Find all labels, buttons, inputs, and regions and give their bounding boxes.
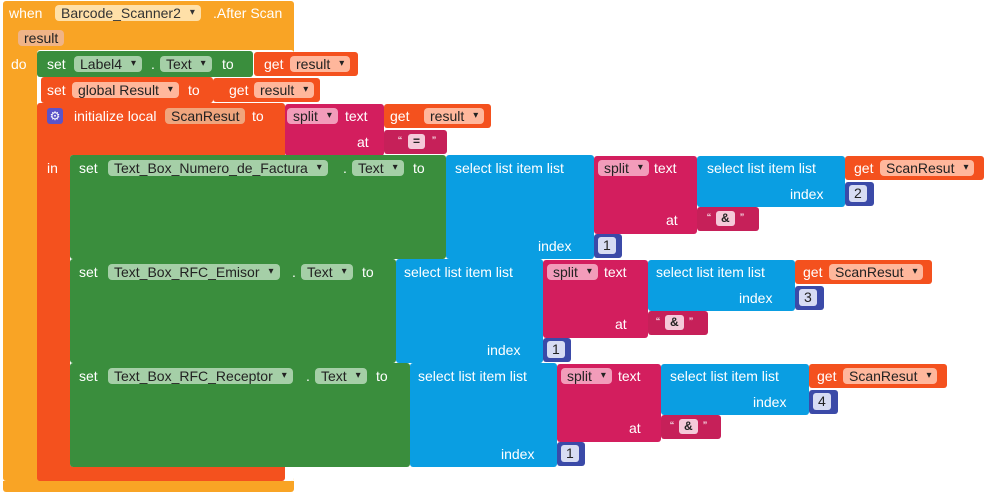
variable-dropdown-global-result[interactable]: global Result [72,82,179,98]
when-label: when [9,5,43,21]
outer-index-value[interactable]: 1 [547,341,565,358]
property-dropdown-text[interactable]: Text [301,264,353,280]
separator-value[interactable]: & [679,419,698,434]
index-label: index [739,290,773,306]
at-label: at [615,316,627,332]
initialize-local-footer [37,468,284,481]
property-dropdown-text[interactable]: Text [315,368,367,384]
index-label: index [538,238,572,254]
split-dropdown[interactable]: split [598,160,649,176]
select-list-item-block[interactable] [661,364,809,415]
text-label: text [618,368,641,384]
select-list-item-label: select list item list [404,264,513,280]
variable-dropdown-result[interactable]: result [424,108,485,124]
select-list-item-label: select list item list [707,160,816,176]
open-quote-icon: “ [398,134,402,148]
event-name-label: .After Scan [213,5,283,21]
text-label: text [654,160,677,176]
get-label: get [817,368,837,384]
to-label: to [188,82,200,98]
component-dropdown-rfc-receptor[interactable]: Text_Box_RFC_Receptor [108,368,293,384]
index-label: index [501,446,535,462]
split-dropdown[interactable]: split [287,108,338,124]
variable-dropdown-scanresut[interactable]: ScanResut [880,160,975,176]
select-list-item-label: select list item list [656,264,765,280]
at-label: at [357,134,369,150]
select-list-item-label: select list item list [455,160,564,176]
get-label: get [264,56,284,72]
split-dropdown[interactable]: split [547,264,598,280]
get-label: get [390,108,410,124]
index-label: index [753,394,787,410]
separator-value[interactable]: & [716,211,735,226]
open-quote-icon: “ [656,315,660,329]
select-list-item-block[interactable] [446,155,594,259]
component-dropdown-rfc-emisor[interactable]: Text_Box_RFC_Emisor [108,264,280,280]
set-label: set [79,368,98,384]
inner-index-value[interactable]: 4 [813,393,831,410]
dot-label: . [306,368,310,384]
set-label: set [47,56,66,72]
at-label: at [666,212,678,228]
to-label: to [413,160,425,176]
index-label: index [790,186,824,202]
gear-icon[interactable]: ⚙ [47,108,63,124]
component-dropdown-numero-factura[interactable]: Text_Box_Numero_de_Factura [108,160,328,176]
to-label: to [252,108,264,124]
outer-index-value[interactable]: 1 [561,445,579,462]
set-label: set [79,264,98,280]
index-label: index [487,342,521,358]
inner-index-value[interactable]: 3 [799,289,817,306]
dot-label: . [343,160,347,176]
component-dropdown-label4[interactable]: Label4 [74,56,143,72]
split-dropdown[interactable]: split [561,368,612,384]
result-parameter[interactable]: result [18,30,65,46]
property-dropdown-text[interactable]: Text [352,160,404,176]
to-label: to [376,368,388,384]
local-variable-name[interactable]: ScanResut [165,108,246,124]
event-block-footer [3,481,294,492]
dot-label: . [292,264,296,280]
text-label: text [345,108,368,124]
do-label: do [11,56,27,72]
initialize-local-label: initialize local [74,108,157,124]
select-list-item-block[interactable] [648,260,795,311]
variable-dropdown-result[interactable]: result [290,56,351,72]
separator-value[interactable]: & [665,315,684,330]
variable-dropdown-scanresut[interactable]: ScanResut [843,368,938,384]
property-dropdown-text[interactable]: Text [160,56,212,72]
close-quote-icon: ” [703,419,707,433]
select-list-item-block[interactable] [396,259,543,363]
select-list-item-block[interactable] [410,363,557,467]
outer-index-value[interactable]: 1 [598,237,616,254]
set-label4-text-block[interactable] [37,51,253,77]
to-label: to [362,264,374,280]
close-quote-icon: ” [432,134,436,148]
open-quote-icon: “ [707,211,711,225]
text-label: text [604,264,627,280]
variable-dropdown-scanresut[interactable]: ScanResut [829,264,924,280]
variable-dropdown-result[interactable]: result [254,82,315,98]
select-list-item-label: select list item list [670,368,779,384]
in-label: in [47,160,58,176]
separator-value[interactable]: = [408,134,426,149]
set-label: set [79,160,98,176]
open-quote-icon: “ [670,419,674,433]
select-list-item-block[interactable] [697,156,845,207]
get-label: get [803,264,823,280]
close-quote-icon: ” [740,211,744,225]
get-label: get [229,82,249,98]
inner-index-value[interactable]: 2 [849,185,867,202]
close-quote-icon: ” [689,315,693,329]
get-label: get [854,160,874,176]
select-list-item-label: select list item list [418,368,527,384]
at-label: at [629,420,641,436]
set-label: set [47,82,66,98]
to-label: to [222,56,234,72]
component-dropdown-barcode-scanner[interactable]: Barcode_Scanner2 [55,5,201,21]
dot-label: . [151,56,155,72]
